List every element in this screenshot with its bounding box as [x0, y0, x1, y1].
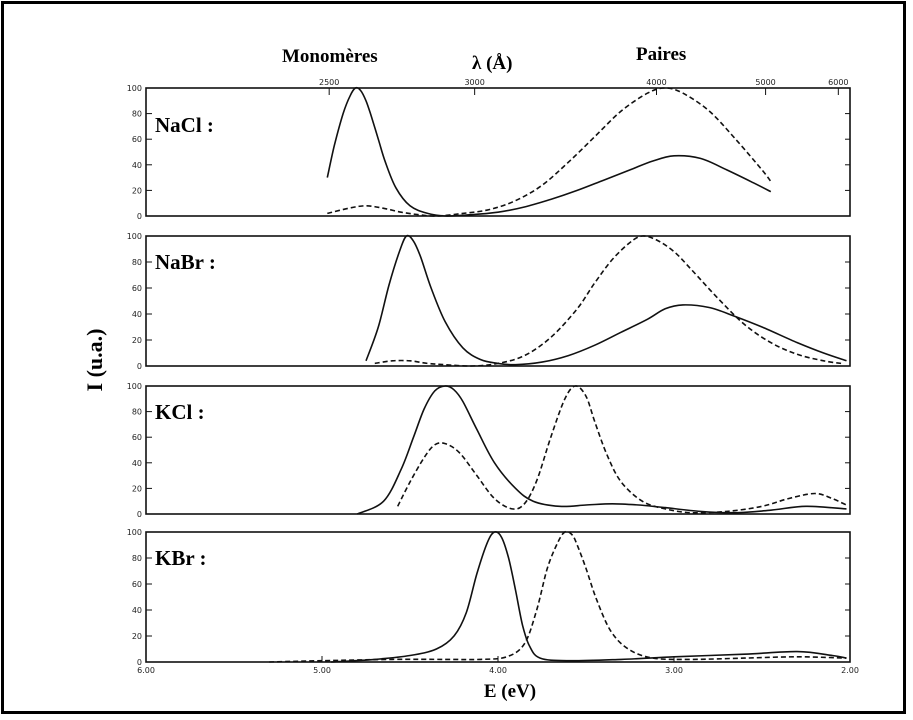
series-line-solid: [326, 86, 772, 217]
series-line-solid: [365, 234, 847, 366]
y-tick-label: 0: [137, 362, 142, 371]
y-tick-label: 80: [132, 408, 142, 417]
wavelength-tick-label: 3000: [464, 78, 484, 87]
y-tick-label: 60: [132, 580, 142, 589]
panel-frame: [145, 531, 851, 663]
energy-tick-label: 5.00: [313, 666, 331, 675]
panel-label: KCl :: [155, 400, 205, 424]
panel-label: NaCl :: [155, 113, 214, 137]
pairs-label: Paires: [636, 44, 686, 65]
series-line-solid: [330, 530, 847, 663]
y-tick-label: 60: [132, 135, 142, 144]
y-tick-label: 20: [132, 632, 142, 641]
y-tick-label: 0: [137, 510, 142, 519]
y-tick-label: 80: [132, 258, 142, 267]
y-tick-label: 20: [132, 484, 142, 493]
monomers-label: Monomères: [282, 46, 378, 67]
series-line-dashed: [269, 530, 847, 663]
y-tick-label: 20: [132, 336, 142, 345]
panel-label: NaBr :: [155, 250, 216, 274]
panel-frame: [145, 385, 851, 515]
series-line-dashed: [396, 385, 847, 514]
wavelength-tick-label: 5000: [755, 78, 775, 87]
y-tick-label: 40: [132, 606, 142, 615]
wavelength-axis-label: λ (Å): [472, 53, 512, 74]
y-axis-title: I (u.a.): [82, 329, 107, 392]
panels-group: 0 20 40 60 80 100 NaCl : 0 20 40 60 80 100 NaBr : 0 20 4…: [127, 78, 859, 675]
y-tick-label: 100: [127, 84, 142, 93]
series-line-solid: [356, 385, 847, 515]
panel-label: KBr :: [155, 546, 207, 570]
panel-frame: [145, 87, 851, 217]
y-tick-label: 0: [137, 212, 142, 221]
energy-tick-label: 3.00: [665, 666, 683, 675]
y-tick-label: 0: [137, 658, 142, 667]
y-tick-label: 40: [132, 459, 142, 468]
energy-tick-label: 4.00: [489, 666, 507, 675]
series-line-dashed: [327, 87, 772, 217]
y-tick-label: 40: [132, 161, 142, 170]
panel-frame: [145, 235, 851, 367]
energy-tick-label: 6.00: [137, 666, 155, 675]
wavelength-tick-label: 6000: [828, 78, 848, 87]
y-tick-label: 80: [132, 554, 142, 563]
y-tick-label: 100: [127, 382, 142, 391]
wavelength-tick-label: 2500: [319, 78, 339, 87]
y-tick-label: 20: [132, 186, 142, 195]
y-tick-label: 60: [132, 284, 142, 293]
y-tick-label: 60: [132, 433, 142, 442]
series-line-dashed: [374, 235, 842, 367]
x-axis-title: E (eV): [484, 681, 536, 702]
y-tick-label: 40: [132, 310, 142, 319]
energy-tick-label: 2.00: [841, 666, 859, 675]
y-tick-label: 80: [132, 110, 142, 119]
y-tick-label: 100: [127, 232, 142, 241]
y-tick-label: 100: [127, 528, 142, 537]
wavelength-tick-label: 4000: [646, 78, 666, 87]
